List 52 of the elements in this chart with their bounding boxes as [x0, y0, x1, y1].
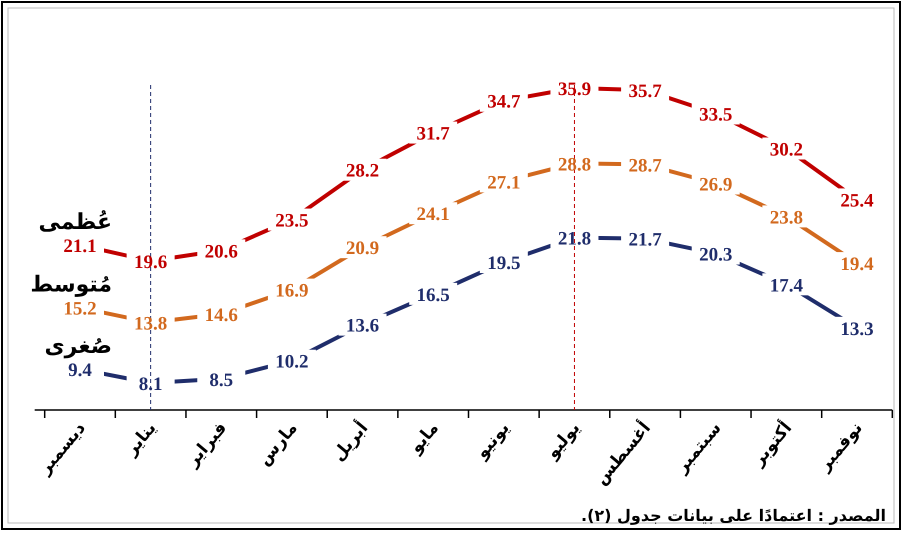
data-label: 19.6: [134, 252, 168, 273]
x-tick-label: ديسمبر: [34, 418, 90, 479]
data-label: 13.8: [134, 314, 168, 335]
data-label: 13.3: [840, 318, 874, 340]
data-label: 24.1: [416, 204, 450, 226]
data-label: 26.9: [699, 174, 732, 196]
data-label: 35.9: [558, 79, 592, 100]
data-label: 23.8: [770, 207, 803, 228]
data-label: 21.1: [63, 236, 97, 258]
data-label: 20.9: [346, 238, 380, 260]
x-tick-label: نوفمبر: [814, 418, 867, 476]
data-label: 33.5: [699, 104, 732, 126]
series-label: مُتوسط: [30, 272, 112, 298]
data-label: 28.2: [346, 160, 380, 182]
data-label: 9.4: [68, 360, 92, 382]
data-label: 16.5: [416, 284, 450, 306]
data-label: 15.2: [63, 298, 97, 320]
data-label: 16.9: [275, 280, 309, 302]
text: المصدر : اعتمادًا على بيانات جدول (٢).: [581, 506, 886, 525]
data-label: 17.4: [770, 275, 804, 296]
x-tick-label: سبتمبر: [671, 418, 726, 478]
data-label: 27.1: [487, 172, 520, 194]
data-label: 14.6: [204, 305, 238, 326]
data-label: 31.7: [416, 124, 450, 145]
data-label: 10.2: [275, 352, 309, 373]
data-label: 21.7: [628, 230, 662, 251]
series-label: صُغرى: [44, 334, 112, 360]
x-tick-label: مايو: [405, 418, 444, 458]
x-tick-label: أبريل: [327, 417, 372, 466]
data-label: 19.4: [840, 254, 874, 276]
data-label: 23.5: [275, 210, 309, 232]
data-label: 34.7: [487, 92, 521, 113]
x-tick-label: يناير: [120, 418, 160, 460]
data-label: 19.5: [487, 253, 520, 274]
x-tick-label: أغسطس: [590, 417, 655, 489]
data-label: 35.7: [628, 81, 662, 102]
data-label: 21.8: [558, 228, 592, 250]
x-tick-label: يونيو: [471, 418, 514, 464]
series-label: عُظمى: [38, 210, 112, 236]
data-label: 20.6: [204, 241, 238, 262]
data-label: 20.3: [699, 244, 732, 266]
data-label: 25.4: [840, 190, 874, 212]
data-label: 8.1: [138, 374, 163, 395]
data-label: 28.7: [628, 155, 662, 176]
data-label: 30.2: [770, 139, 803, 160]
x-tick-label: فبراير: [182, 418, 232, 472]
data-label: 8.5: [209, 370, 234, 391]
x-tick-label: مارس: [254, 418, 302, 470]
x-tick-label: يوليو: [542, 418, 584, 464]
data-label: 13.6: [346, 316, 380, 337]
x-tick-label: أكتوبر: [746, 417, 796, 470]
data-label: 28.8: [558, 154, 592, 176]
